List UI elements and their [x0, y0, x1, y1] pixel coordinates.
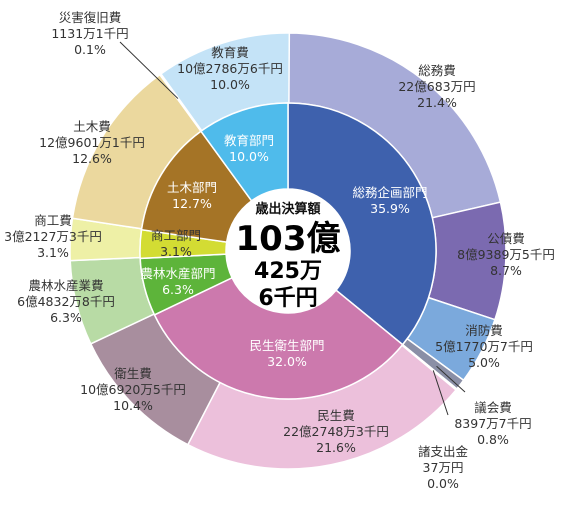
- center-amount-line3: 6千円: [258, 286, 317, 311]
- outer-label-7: 農林水産業費 6億4832万8千円 6.3%: [17, 278, 115, 325]
- inner-label-3: 商工部門 3.1%: [151, 228, 201, 259]
- leader-line-2: [119, 41, 179, 99]
- outer-label-0: 総務費 22億683万円 21.4%: [398, 63, 475, 110]
- outer-label-2: 消防費 5億1770万7千円 5.0%: [435, 323, 533, 370]
- outer-ring: [69, 32, 507, 470]
- center-hole: [226, 189, 350, 313]
- leader-lines: [119, 41, 466, 416]
- inner-label-5: 教育部門 10.0%: [224, 133, 274, 164]
- slice-labels: 総務費 22億683万円 21.4% 公債費 8億9389万5千円 8.7% 消防費 5億17…: [4, 10, 555, 491]
- outer-label-4: 諸支出金 37万円 0.0%: [418, 444, 469, 491]
- inner-label-0: 総務企画部門 35.9%: [352, 185, 427, 216]
- outer-label-10: 災害復旧費 1131万1千円 0.1%: [51, 10, 128, 57]
- outer-label-3: 議会費 8397万7千円 0.8%: [454, 400, 531, 447]
- inner-label-2: 農林水産部門 6.3%: [140, 266, 215, 297]
- outer-label-11: 教育費 10億2786万6千円 10.0%: [177, 45, 283, 92]
- outer-label-8: 商工費 3億2127万3千円 3.1%: [4, 213, 102, 260]
- inner-label-4: 土木部門 12.7%: [167, 180, 217, 211]
- leader-line-0: [436, 365, 466, 393]
- inner-label-1: 民生衛生部門 32.0%: [249, 338, 324, 369]
- outer-label-5: 民生費 22億2748万3千円 21.6%: [283, 408, 389, 455]
- center-caption: 歳出決算額: [255, 201, 320, 217]
- inner-ring: [139, 102, 437, 400]
- leader-line-1: [432, 370, 449, 416]
- outer-label-6: 衛生費 10億6920万5千円 10.4%: [80, 366, 186, 413]
- outer-label-9: 土木費 12億9601万1千円 12.6%: [39, 119, 145, 166]
- center-amount-line2: 425万: [254, 259, 322, 284]
- center-amount-line1: 103億: [236, 219, 341, 259]
- outer-label-1: 公債費 8億9389万5千円 8.7%: [457, 231, 555, 278]
